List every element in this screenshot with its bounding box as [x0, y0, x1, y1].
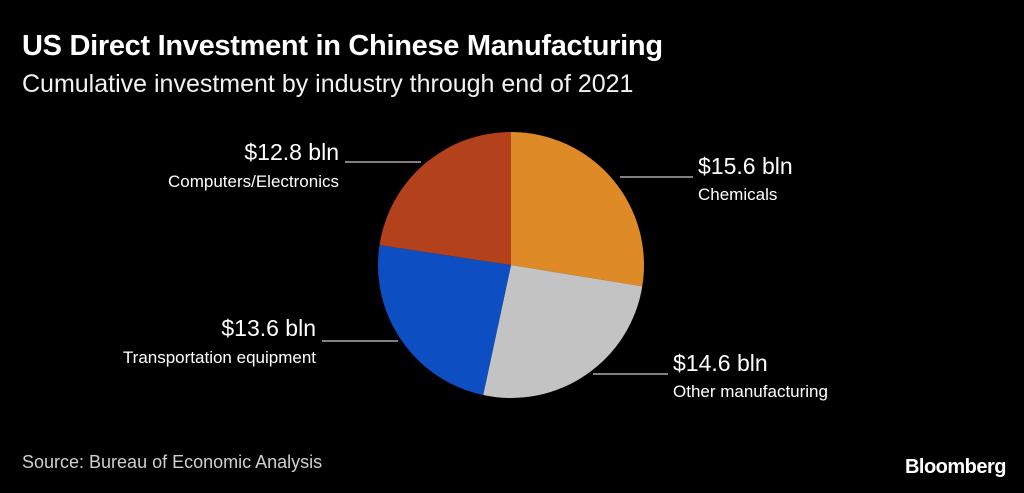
pie-slice-other-manufacturing [483, 265, 643, 398]
pie-slice-transportation-equipment [377, 245, 511, 396]
slice-value-label: $12.8 bln [244, 139, 339, 165]
slice-category-label: Transportation equipment [123, 348, 316, 367]
source-note: Source: Bureau of Economic Analysis [22, 452, 323, 472]
chart-title: US Direct Investment in Chinese Manufact… [22, 30, 663, 62]
pie-slice-chemicals [511, 132, 644, 287]
slice-value-label: $14.6 bln [673, 350, 768, 376]
slice-value-label: $13.6 bln [221, 315, 316, 341]
slice-category-label: Other manufacturing [673, 382, 828, 401]
slice-category-label: Computers/Electronics [168, 172, 339, 191]
pie-slice-computers-electronics [379, 132, 511, 265]
slice-value-label: $15.6 bln [698, 153, 793, 179]
slice-category-label: Chemicals [698, 185, 777, 204]
bloomberg-logo: Bloomberg [904, 456, 1007, 478]
chart-subtitle: Cumulative investment by industry throug… [22, 70, 634, 98]
